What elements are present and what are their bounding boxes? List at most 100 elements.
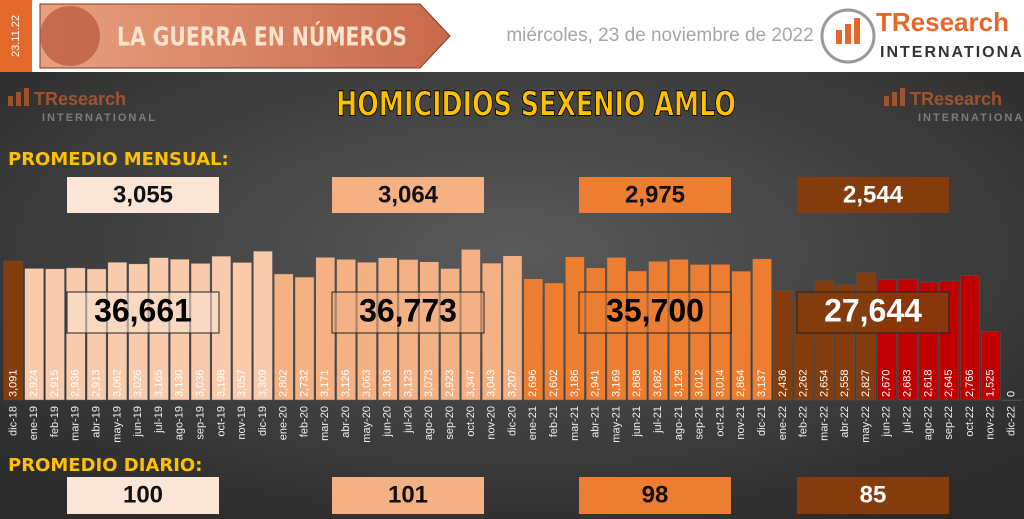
monthly-box [797, 177, 949, 213]
x-tick-label: may-22 [860, 406, 872, 443]
x-tick-label: nov-20 [486, 406, 498, 440]
x-tick-label: jul-19 [153, 406, 165, 434]
x-tick-label: sep-22 [943, 406, 955, 440]
logo-name: TResearch [876, 7, 1009, 37]
value-label: 3,171 [319, 369, 331, 397]
x-tick-label: dic-22 [1006, 406, 1018, 436]
value-label: 2,864 [735, 369, 747, 397]
x-tick-label: ene-20 [278, 406, 290, 440]
value-label: 2,654 [818, 369, 830, 397]
x-tick-label: jun-21 [631, 406, 643, 438]
value-label: 2,645 [943, 369, 955, 397]
logo-name: TResearch [34, 89, 126, 109]
value-label: 3,036 [194, 369, 206, 397]
x-tick-label: dic-20 [506, 406, 518, 436]
value-label: 2,558 [839, 369, 851, 397]
value-label: 2,618 [922, 369, 934, 397]
value-label: 3,043 [486, 369, 498, 397]
daily-value: 98 [642, 481, 669, 508]
x-tick-label: mar-19 [70, 406, 82, 441]
x-tick-label: feb-21 [548, 406, 560, 437]
header-date: miércoles, 23 de noviembre de 2022 [506, 25, 813, 46]
value-label: 3,126 [340, 369, 352, 397]
total-value: 36,773 [359, 292, 457, 328]
bar [980, 331, 1001, 401]
daily-value: 100 [123, 481, 163, 508]
total-box [66, 291, 220, 334]
date-strip [0, 0, 32, 72]
bar [3, 260, 24, 401]
x-tick-label: feb-19 [49, 406, 61, 437]
value-label: 2,802 [278, 369, 290, 397]
banner [39, 3, 451, 69]
x-tick-label: feb-20 [298, 406, 310, 437]
value-label: 3,063 [361, 369, 373, 397]
monthly-value: 3,064 [378, 181, 439, 208]
value-label: 3,347 [465, 369, 477, 397]
x-tick-label: abr-21 [590, 406, 602, 438]
x-tick-label: oct-20 [465, 406, 477, 437]
x-tick-label: ago-20 [423, 406, 435, 440]
total-box [578, 291, 732, 334]
daily-box [67, 477, 219, 514]
value-label: 2,683 [902, 369, 914, 397]
value-label: 2,936 [70, 369, 82, 397]
x-tick-label: abr-22 [839, 406, 851, 438]
value-label: 3,163 [382, 369, 394, 397]
x-tick-label: mar-21 [569, 406, 581, 441]
x-tick-label: sep-19 [194, 406, 206, 440]
value-label: 2,602 [548, 369, 560, 397]
value-label: 3,169 [610, 369, 622, 397]
x-tick-label: dic-21 [756, 406, 768, 436]
value-label: 3,014 [714, 369, 726, 397]
value-label: 3,073 [423, 369, 435, 397]
total-box [796, 291, 950, 334]
bar [523, 278, 544, 401]
bar [45, 268, 65, 401]
x-tick-label: nov-19 [236, 406, 248, 440]
x-tick-label: nov-22 [985, 406, 997, 440]
logo-sub: INTERNATIONAL [42, 112, 157, 124]
x-tick-label: ene-19 [28, 406, 40, 440]
bar [544, 282, 564, 401]
value-label: 1,525 [985, 369, 997, 397]
value-label: 2,436 [777, 369, 789, 397]
x-tick-label: jun-20 [382, 406, 394, 438]
bar [273, 273, 294, 401]
x-tick-label: mar-22 [818, 406, 830, 441]
total-value: 35,700 [606, 292, 704, 328]
x-tick-label: nov-21 [735, 406, 747, 440]
x-tick-label: oct-19 [215, 406, 227, 437]
watermark-left: TResearch INTERNATIONAL [8, 88, 157, 124]
x-tick-label: ene-21 [527, 406, 539, 440]
value-label: 3,137 [756, 369, 768, 397]
banner-icon [40, 6, 100, 66]
bar [502, 255, 523, 401]
x-tick-label: ago-21 [673, 406, 685, 440]
x-tick-label: dic-19 [257, 406, 269, 436]
x-tick-label: ago-22 [922, 406, 934, 440]
x-tick-label: jun-19 [132, 406, 144, 438]
bar [253, 250, 273, 401]
x-tick-label: feb-22 [798, 406, 810, 437]
bar [294, 276, 315, 401]
logo-name: TResearch [910, 89, 1002, 109]
monthly-box [579, 177, 731, 213]
chart-title: HOMICIDIOS SEXENIO AMLO [336, 85, 736, 125]
value-label: 3,207 [506, 369, 518, 397]
monthly-value: 2,975 [625, 181, 685, 208]
bar [232, 262, 252, 401]
x-tick-label: oct-21 [714, 406, 726, 437]
bar [1001, 399, 1022, 401]
watermark-right: TResearch INTERNATIONAL [884, 88, 1024, 124]
value-label: 2,766 [964, 369, 976, 397]
value-label: 2,262 [798, 369, 810, 397]
x-tick-label: may-19 [111, 406, 123, 443]
monthly-box [67, 177, 219, 213]
value-label: 3,082 [652, 369, 664, 397]
bar [752, 258, 772, 401]
value-label: 3,062 [111, 369, 123, 397]
x-tick-label: jul-20 [402, 406, 414, 434]
bar [960, 275, 980, 401]
